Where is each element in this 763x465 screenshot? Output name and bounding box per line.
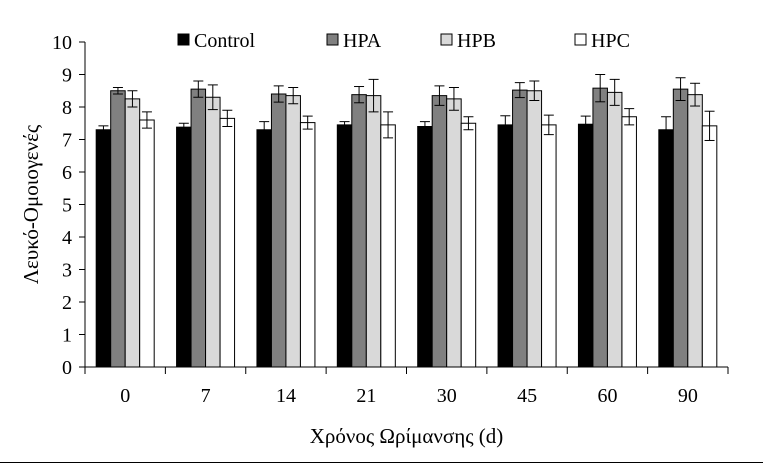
y-tick-label: 0	[62, 357, 72, 379]
bar	[380, 124, 396, 368]
bar	[256, 129, 272, 368]
plot-area	[95, 74, 718, 368]
x-tick-label: 0	[120, 385, 130, 407]
bar	[541, 124, 557, 368]
y-tick-label: 9	[62, 65, 72, 87]
legend-label: HPC	[591, 30, 630, 52]
bar	[526, 90, 543, 368]
bar	[190, 88, 207, 368]
bar	[110, 90, 126, 368]
y-tick-label: 8	[62, 97, 72, 119]
bar	[497, 124, 514, 368]
bar	[460, 122, 477, 368]
y-tick-label: 7	[62, 130, 72, 152]
legend-swatch	[326, 33, 339, 46]
legend-label: HPA	[343, 30, 382, 52]
x-tick-label: 90	[678, 385, 698, 407]
bar	[351, 94, 367, 368]
x-tick-label: 7	[201, 385, 211, 407]
y-tick-label: 5	[62, 195, 72, 217]
legend-swatch	[440, 33, 453, 46]
bar	[687, 94, 703, 368]
x-tick-label: 30	[437, 385, 457, 407]
bar	[701, 125, 718, 368]
legend-label: HPB	[457, 30, 496, 52]
y-tick-label: 10	[52, 32, 72, 54]
y-tick-label: 4	[62, 227, 72, 249]
x-axis-label: Χρόνος Ωρίμανσης (d)	[310, 424, 504, 448]
y-axis-label: Λευκό-Ομοιογενές	[19, 124, 43, 284]
bar	[672, 88, 689, 368]
bar	[124, 98, 141, 368]
bar	[139, 119, 155, 368]
bar	[592, 87, 608, 368]
x-axis: 0 7 14 21 30 45 60 90	[84, 366, 729, 407]
bar	[621, 116, 637, 368]
bottom-divider	[0, 462, 763, 463]
bar	[365, 95, 382, 368]
x-tick-label: 45	[517, 385, 537, 407]
bar	[658, 129, 674, 368]
legend-swatch	[177, 33, 190, 46]
bar	[270, 93, 287, 368]
y-axis: 0 1 2 3 4 5 6 7 8 9 10	[52, 32, 86, 379]
y-tick-label: 6	[62, 162, 72, 184]
x-tick-label: 14	[276, 385, 296, 407]
y-tick-label: 3	[62, 260, 72, 282]
x-tick-label: 60	[597, 385, 617, 407]
bar	[299, 122, 316, 368]
legend-label: Control	[194, 30, 256, 52]
x-tick-label: 21	[356, 385, 376, 407]
legend-swatch	[574, 33, 587, 46]
y-tick-label: 2	[62, 292, 72, 314]
bar	[606, 91, 623, 368]
bar	[219, 117, 236, 368]
legend: Control HPA HPB HPC	[177, 30, 630, 52]
bar	[285, 95, 301, 368]
y-tick-label: 1	[62, 325, 72, 347]
bar	[512, 89, 528, 368]
bar	[417, 126, 433, 368]
bar	[95, 129, 112, 368]
bar	[431, 95, 448, 368]
bar	[577, 123, 594, 368]
bar	[176, 126, 192, 368]
bar	[336, 124, 353, 368]
bar	[446, 98, 462, 368]
bar	[205, 96, 221, 368]
